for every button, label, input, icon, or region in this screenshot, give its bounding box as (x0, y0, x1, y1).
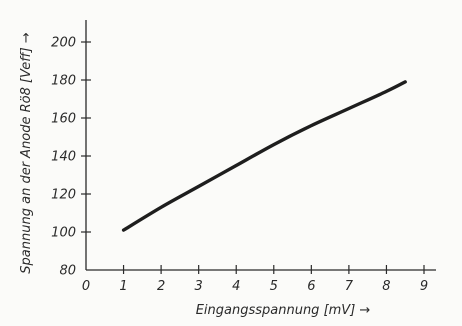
x-tick-label: 0 (82, 279, 90, 294)
x-tick-label: 2 (157, 279, 165, 294)
y-tick-label: 100 (51, 226, 76, 241)
x-tick-label: 8 (382, 279, 390, 294)
series (121, 80, 407, 232)
y-tick-label: 200 (51, 36, 76, 51)
x-tick-label: 3 (195, 279, 203, 294)
y-tick-label: 120 (51, 188, 76, 203)
y-axis-label: Spannung an der Anode Rö8 [Veff] → (19, 32, 34, 274)
x-tick-label: 7 (345, 279, 354, 294)
x-tick-label: 1 (119, 279, 127, 294)
x-tick-label: 4 (232, 279, 240, 294)
axes (85, 20, 436, 271)
series-line-0 (121, 80, 407, 232)
y-tick-label: 160 (51, 112, 76, 127)
x-tick-label: 6 (307, 279, 315, 294)
ticks: 80 100 120 140 160 180 200 0 1 2 3 4 5 6 7 8 9 (51, 36, 428, 295)
x-axis-label: Eingangsspannung [mV] → (196, 303, 371, 318)
x-tick-label: 5 (270, 279, 278, 294)
y-tick-label: 180 (51, 74, 76, 89)
x-tick-label: 9 (420, 279, 428, 294)
y-tick-label: 140 (51, 150, 76, 165)
y-tick-label: 80 (59, 264, 76, 279)
